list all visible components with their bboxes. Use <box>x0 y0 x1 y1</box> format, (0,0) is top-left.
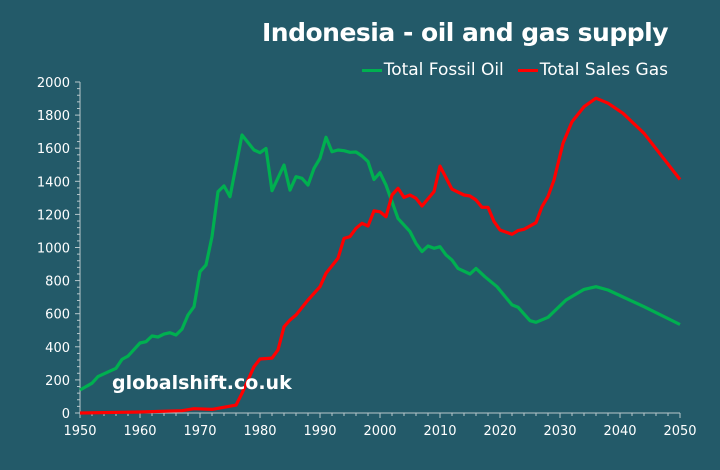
legend-label-oil: Total Fossil Oil <box>383 60 504 80</box>
legend-label-gas: Total Sales Gas <box>539 60 668 80</box>
x-tick-label: 2050 <box>663 424 696 439</box>
x-tick-label: 2030 <box>543 424 576 439</box>
x-tick-label: 1980 <box>243 424 276 439</box>
y-tick-label: 1400 <box>37 175 70 190</box>
y-tick-label: 2000 <box>37 76 70 91</box>
series-line-oil <box>79 133 681 392</box>
x-tick-label: 1950 <box>63 424 96 439</box>
y-tick-label: 0 <box>62 407 70 422</box>
x-tick-label: 2020 <box>483 424 516 439</box>
legend-item-oil: Total Fossil Oil <box>361 60 504 80</box>
series-line-gas <box>79 96 682 415</box>
chart-title: Indonesia - oil and gas supply <box>262 18 669 47</box>
legend-item-gas: Total Sales Gas <box>517 60 668 80</box>
y-tick-label: 1200 <box>37 208 70 223</box>
y-tick-label: 1600 <box>37 142 70 157</box>
watermark: globalshift.co.uk <box>112 372 292 394</box>
y-tick-label: 200 <box>45 374 70 389</box>
y-tick-label: 1800 <box>37 109 70 124</box>
x-tick-label: 1970 <box>183 424 216 439</box>
y-tick-label: 400 <box>45 341 70 356</box>
y-tick-label: 1000 <box>37 242 70 257</box>
x-tick-label: 2040 <box>603 424 636 439</box>
legend: Total Fossil Oil Total Sales Gas <box>361 60 668 80</box>
x-tick-label: 2010 <box>423 424 456 439</box>
legend-swatch-gas <box>517 68 538 72</box>
x-tick-label: 1960 <box>123 424 156 439</box>
legend-swatch-oil <box>361 68 382 72</box>
y-tick-label: 800 <box>45 275 70 290</box>
x-tick-label: 2000 <box>363 424 396 439</box>
y-tick-label: 600 <box>45 308 70 323</box>
x-tick-label: 1990 <box>303 424 336 439</box>
